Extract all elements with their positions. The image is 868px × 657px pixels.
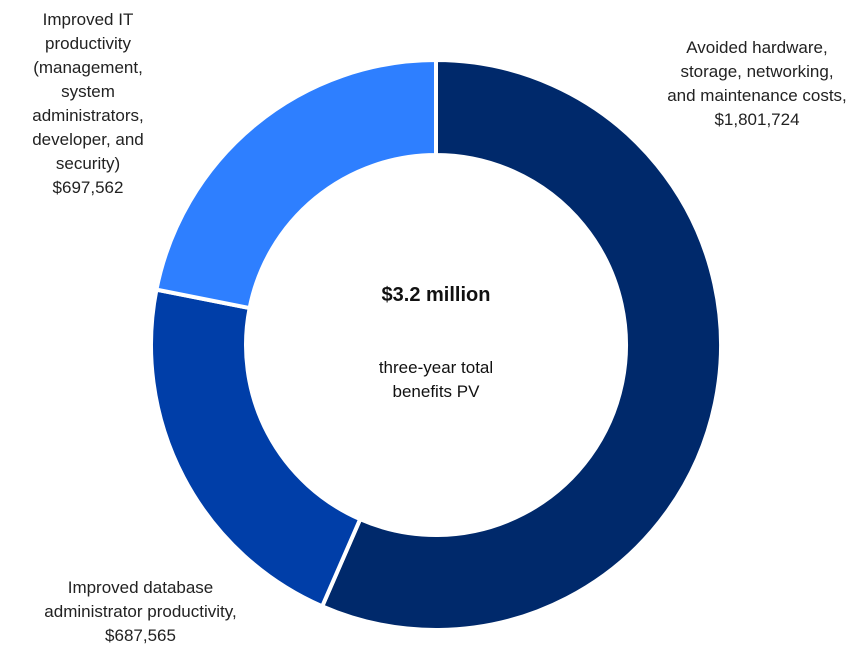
- value-label: $687,565: [105, 626, 176, 645]
- center-title: $3.2 million: [381, 284, 491, 306]
- slice-label: Improved IT productivity (management, sy…: [13, 8, 163, 200]
- category-label: Improved IT productivity (management, sy…: [32, 10, 144, 173]
- donut-slice: [320, 58, 723, 632]
- slice-label: Improved database administrator producti…: [18, 576, 263, 648]
- donut-slice: [154, 58, 438, 311]
- center-subtitle: three-year total benefits PV: [378, 358, 494, 401]
- category-label: Improved database administrator producti…: [44, 578, 237, 621]
- category-label: Avoided hardware, storage, networking, a…: [667, 38, 847, 105]
- value-label: $697,562: [52, 178, 124, 197]
- slice-label: Avoided hardware, storage, networking, a…: [667, 36, 847, 132]
- value-label: $1,801,724: [714, 110, 800, 129]
- donut-slice: [149, 287, 363, 609]
